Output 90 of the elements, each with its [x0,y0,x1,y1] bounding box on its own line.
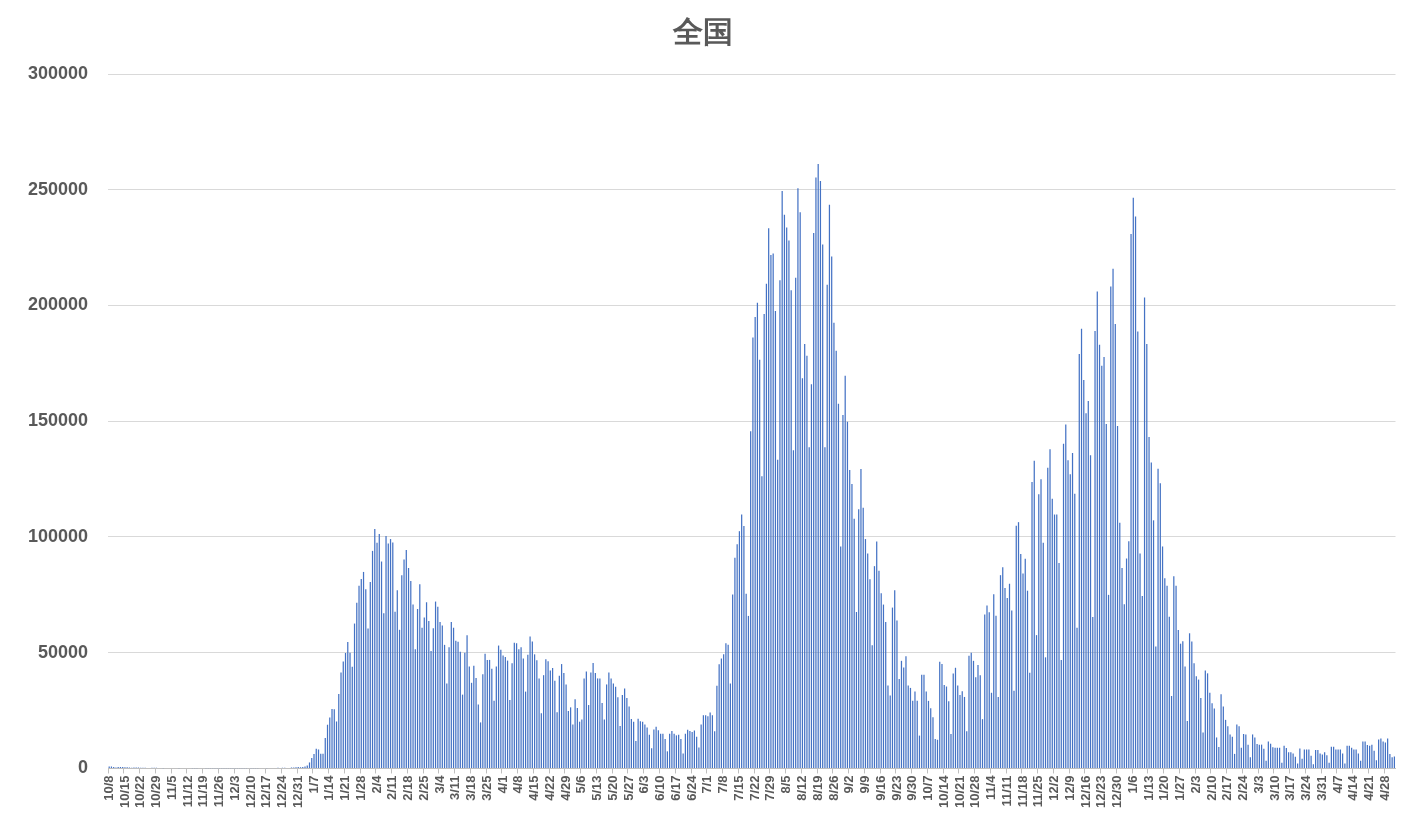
y-tick-label: 150000 [27,410,89,431]
x-tick-label: 1/20 [1156,775,1172,801]
x-tick-label: 1/7 [305,775,321,794]
x-tick-label: 12/31 [289,775,305,809]
x-tick-label: 1/27 [1172,775,1188,801]
x-tick-label: 1/28 [352,775,368,801]
x-tick-label: 7/1 [699,775,715,794]
y-tick-label: 250000 [27,178,89,199]
y-tick-label: 300000 [27,62,89,83]
x-tick-label: 9/30 [904,775,920,801]
x-tick-label: 1/14 [321,774,337,801]
x-tick-label: 8/26 [825,775,841,801]
x-tick-label: 3/4 [431,774,447,794]
x-tick-label: 2/11 [384,775,400,801]
x-tick-label: 11/12 [179,775,195,808]
x-tick-label: 1/6 [1124,775,1140,794]
x-tick-label: 2/4 [368,774,384,794]
y-tick-label: 100000 [27,525,89,546]
x-tick-label: 10/21 [951,775,967,809]
x-tick-label: 9/2 [841,775,857,794]
x-tick-label: 1/21 [337,775,353,801]
x-tick-label: 3/17 [1282,775,1298,801]
x-tick-label: 5/6 [573,775,589,794]
x-tick-label: 6/10 [652,775,668,801]
x-tick-label: 10/22 [132,775,148,809]
x-tick-label: 2/18 [400,775,416,801]
x-tick-label: 7/29 [762,775,778,801]
x-tick-label: 3/25 [478,775,494,801]
x-tick-label: 10/15 [116,775,132,809]
x-tick-label: 8/5 [778,775,794,794]
x-tick-label: 3/18 [463,775,479,801]
x-tick-label: 3/31 [1313,775,1329,801]
x-tick-label: 11/19 [195,775,211,808]
x-tick-label: 4/8 [510,775,526,794]
x-tick-label: 3/10 [1266,775,1282,801]
x-tick-label: 10/8 [100,775,116,801]
x-tick-label: 10/14 [935,774,951,809]
x-tick-label: 12/2 [1046,775,1062,801]
x-tick-label: 2/3 [1187,775,1203,794]
x-tick-label: 6/24 [683,774,699,801]
x-tick-label: 4/15 [526,775,542,801]
y-tick-label: 50000 [38,641,89,662]
x-tick-label: 11/11 [998,775,1014,807]
x-tick-label: 12/10 [242,775,258,809]
x-tick-label: 4/14 [1345,774,1361,801]
x-tick-label: 10/29 [148,775,164,809]
x-tick-label: 7/22 [746,775,762,801]
x-tick-label: 4/28 [1376,775,1392,801]
x-tick-label: 4/1 [494,775,510,794]
x-tick-label: 5/27 [620,775,636,801]
x-tick-label: 5/13 [589,775,605,801]
x-tick-label: 3/11 [447,775,463,801]
x-tick-label: 4/21 [1361,775,1377,801]
x-tick-label: 9/23 [888,775,904,801]
y-tick-label: 0 [78,757,89,778]
y-tick-label: 200000 [27,294,89,315]
x-tick-label: 11/5 [163,775,179,801]
x-tick-label: 2/10 [1203,775,1219,801]
x-tick-label: 10/28 [967,775,983,809]
x-tick-label: 12/17 [258,775,274,809]
x-tick-label: 12/9 [1061,775,1077,801]
x-tick-label: 12/24 [274,774,290,809]
x-tick-label: 9/9 [857,775,873,794]
x-tick-label: 12/16 [1077,775,1093,809]
x-tick-label: 4/22 [541,775,557,801]
x-tick-label: 3/24 [1298,774,1314,801]
x-tick-label: 10/7 [920,775,936,801]
x-tick-label: 7/8 [715,775,731,794]
x-tick-label: 1/13 [1140,775,1156,801]
x-tick-label: 12/23 [1093,775,1109,809]
x-tick-label: 8/19 [809,775,825,801]
x-tick-label: 4/7 [1329,775,1345,794]
x-tick-label: 7/15 [730,775,746,801]
x-tick-label: 6/17 [667,775,683,801]
x-tick-label: 11/25 [1030,775,1046,808]
x-tick-label: 2/25 [415,775,431,801]
x-tick-label: 2/24 [1235,774,1251,801]
x-tick-label: 4/29 [557,775,573,801]
x-tick-label: 2/17 [1219,775,1235,801]
x-tick-label: 8/12 [794,775,810,801]
x-tick-label: 11/26 [211,775,227,808]
chart-title: 全国 [672,15,733,49]
x-tick-label: 6/3 [636,775,652,794]
x-tick-label: 12/3 [226,775,242,801]
x-tick-label: 9/16 [872,775,888,801]
x-tick-label: 11/4 [983,774,999,801]
x-tick-label: 11/18 [1014,775,1030,808]
x-tick-label: 3/3 [1250,775,1266,794]
x-tick-label: 5/20 [604,775,620,801]
x-tick-label: 12/30 [1109,775,1125,809]
